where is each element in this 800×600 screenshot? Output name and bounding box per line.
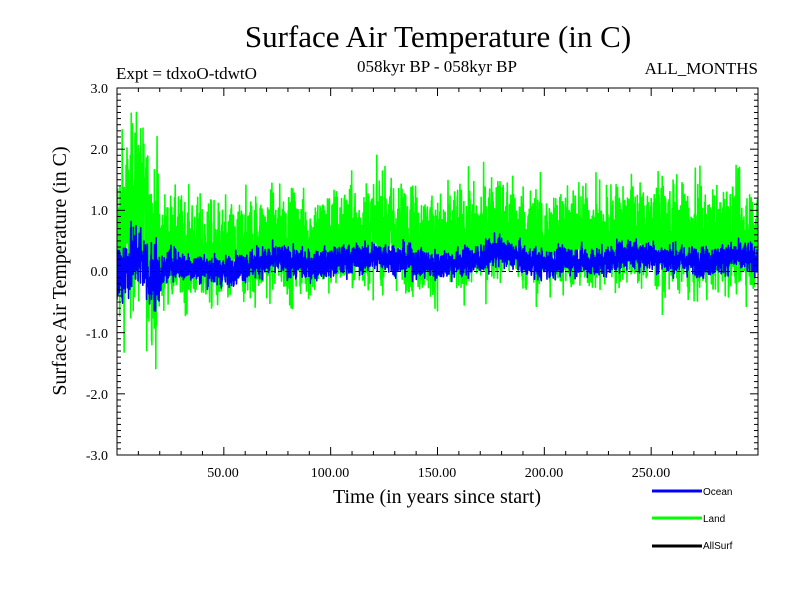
series-line-land	[117, 111, 758, 370]
series-layer	[117, 111, 758, 370]
chart-subtitle-left: Expt = tdxoO-tdwtO	[116, 64, 257, 83]
y-tick-label: -3.0	[86, 449, 108, 464]
x-tick-label: 250.00	[632, 466, 671, 481]
y-tick-label: 1.0	[91, 204, 109, 219]
y-tick-label: 0.0	[91, 265, 109, 280]
series-line-ocean	[117, 220, 758, 312]
legend-label-land: Land	[703, 514, 725, 525]
x-tick-label: 200.00	[525, 466, 564, 481]
x-tick-label: 50.00	[207, 466, 239, 481]
chart-subtitle-right: ALL_MONTHS	[645, 59, 758, 78]
chart-subtitle-center: 058kyr BP - 058kyr BP	[357, 57, 517, 76]
x-tick-label: 100.00	[311, 466, 350, 481]
legend-label-ocean: Ocean	[703, 487, 732, 498]
y-tick-label: 3.0	[91, 82, 109, 97]
y-tick-label: 2.0	[91, 143, 109, 158]
legend: Ocean Land AllSurf	[652, 487, 733, 552]
chart-title: Surface Air Temperature (in C)	[245, 19, 631, 54]
y-axis-label: Surface Air Temperature (in C)	[49, 146, 71, 395]
y-tick-label: -2.0	[86, 388, 108, 403]
legend-label-allsurf: AllSurf	[703, 541, 733, 552]
x-axis-label: Time (in years since start)	[333, 486, 541, 508]
x-tick-label: 150.00	[418, 466, 457, 481]
y-tick-label: -1.0	[86, 327, 108, 342]
ticks-layer	[117, 87, 758, 456]
